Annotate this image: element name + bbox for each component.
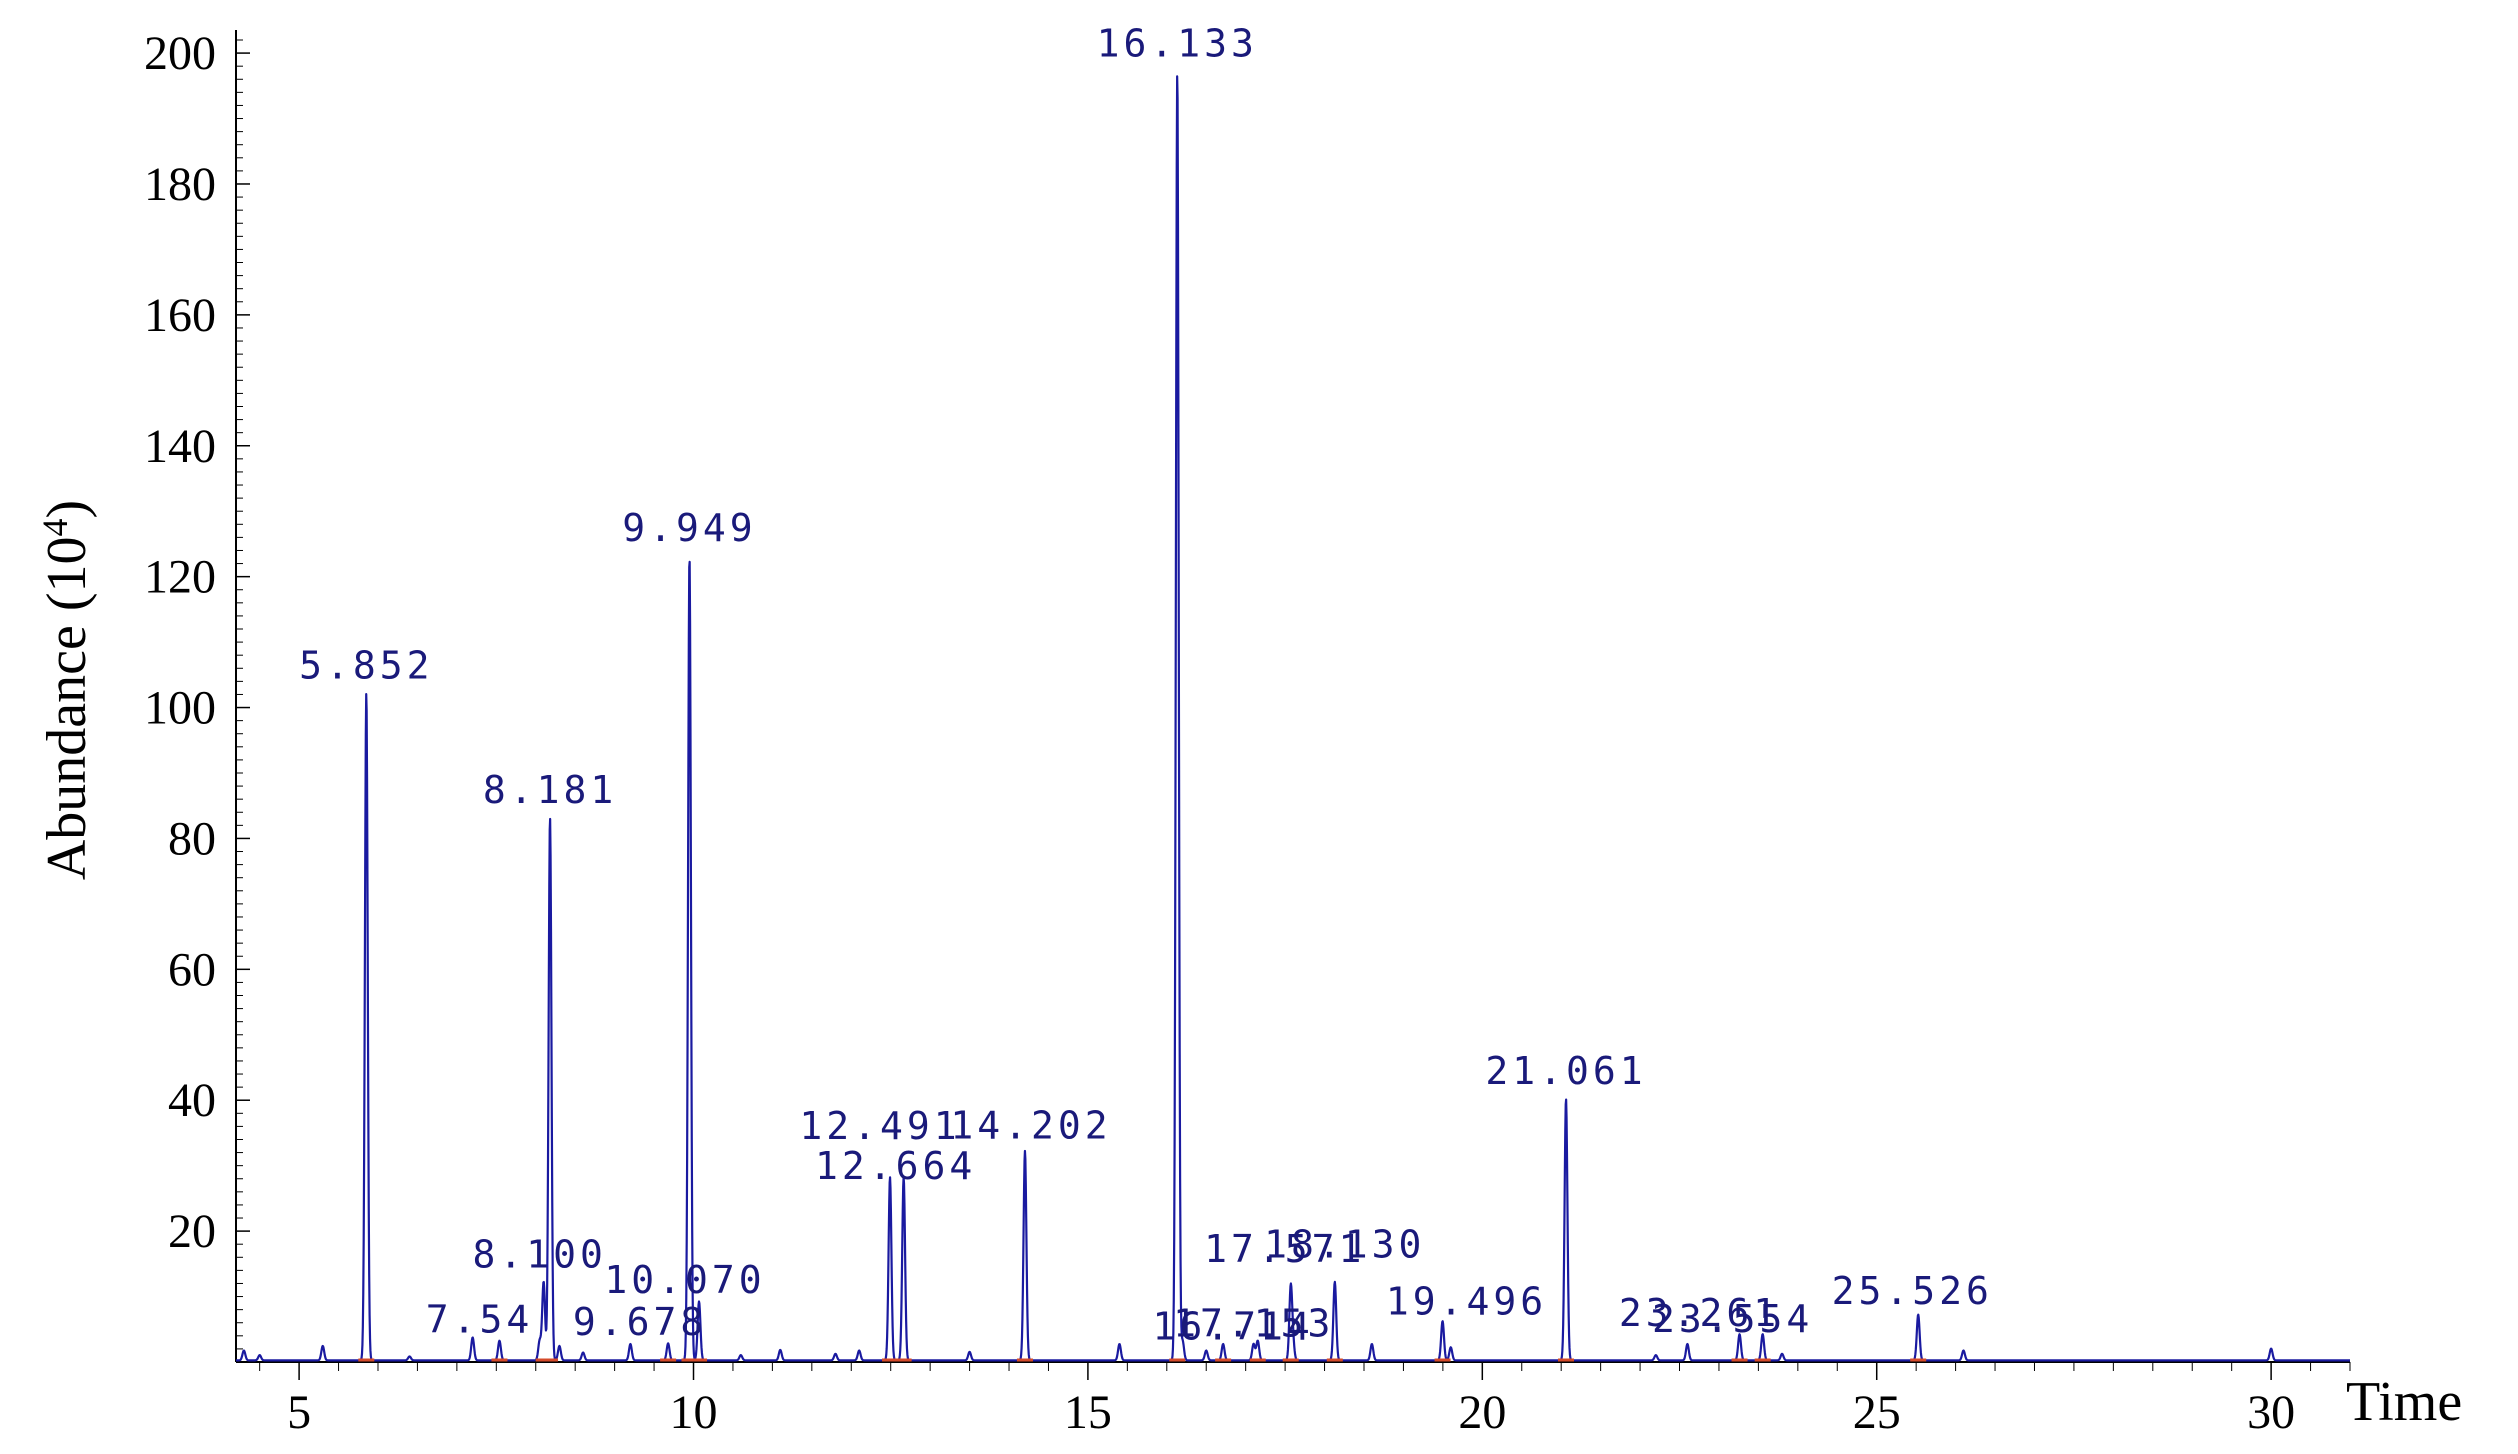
peak-label: 23.554	[1652, 1297, 1813, 1341]
chromatogram-trace	[235, 75, 2351, 1362]
trace-layer	[235, 75, 2351, 1362]
y-tick-label: 180	[144, 158, 216, 211]
x-tick-label: 25	[1853, 1386, 1901, 1439]
peak-label: 7.54	[426, 1297, 534, 1341]
peak-label: 9.678	[573, 1300, 707, 1344]
x-tick-label: 10	[670, 1386, 718, 1439]
peak-label: 16.714	[1152, 1305, 1313, 1349]
y-tick-label: 120	[144, 551, 216, 604]
peak-label: 10.070	[604, 1258, 765, 1302]
peak-label: 18.130	[1264, 1222, 1425, 1266]
peak-label: 21.061	[1485, 1049, 1646, 1093]
peak-label: 17.153	[1173, 1301, 1334, 1345]
y-tick-label: 20	[168, 1205, 216, 1258]
peak-label: 25.526	[1832, 1269, 1993, 1313]
x-axis-title: Time	[2346, 1371, 2462, 1433]
peak-label: 5.852	[299, 643, 433, 687]
y-axis-title: Abundance (104)	[35, 500, 98, 880]
y-tick-label: 60	[168, 943, 216, 996]
peak-label: 16.133	[1097, 22, 1258, 66]
peak-label: 23.261	[1619, 1291, 1780, 1335]
x-tick-label: 20	[1458, 1386, 1506, 1439]
peak-label: 17.571	[1204, 1227, 1365, 1271]
y-tick-label: 140	[144, 420, 216, 473]
peak-label: 14.202	[950, 1104, 1111, 1148]
x-tick-label: 15	[1064, 1386, 1112, 1439]
peak-label: 8.100	[472, 1232, 606, 1276]
peak-label: 9.949	[622, 506, 756, 550]
y-tick-label: 200	[144, 27, 216, 80]
axes: 20 40 60 80 100 120 140 160 180 200 5 10 15 20 25 30	[144, 27, 2351, 1439]
x-tick-label: 30	[2247, 1386, 2295, 1439]
peak-label: 12.491	[799, 1104, 960, 1148]
y-tick-label: 40	[168, 1074, 216, 1127]
peak-label: 19.496	[1386, 1280, 1547, 1324]
x-tick-label: 5	[287, 1386, 311, 1439]
y-tick-label: 100	[144, 682, 216, 735]
y-tick-label: 160	[144, 289, 216, 342]
y-tick-label: 80	[168, 812, 216, 865]
peak-label: 8.181	[483, 768, 617, 812]
peak-label: 12.664	[815, 1144, 976, 1188]
